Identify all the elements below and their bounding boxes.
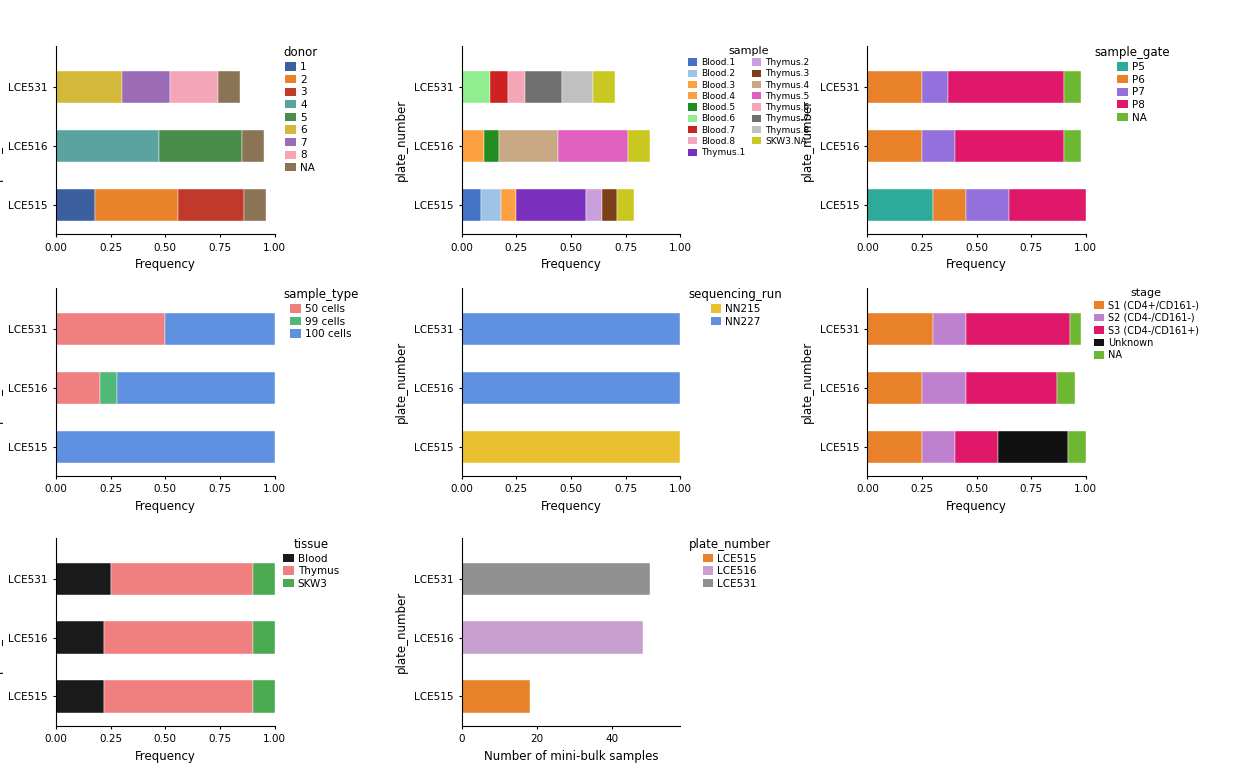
Legend: 1, 2, 3, 4, 5, 6, 7, 8, NA: 1, 2, 3, 4, 5, 6, 7, 8, NA — [278, 42, 322, 177]
Bar — [922, 372, 966, 404]
Bar — [499, 130, 558, 162]
Bar — [1071, 313, 1081, 346]
Bar — [562, 71, 593, 104]
Bar — [1068, 431, 1086, 463]
Bar — [558, 130, 628, 162]
Bar — [56, 563, 111, 595]
Bar — [170, 71, 217, 104]
Bar — [483, 130, 499, 162]
Y-axis label: plate_number: plate_number — [801, 341, 814, 423]
X-axis label: Frequency: Frequency — [946, 500, 1007, 513]
Bar — [56, 431, 275, 463]
Y-axis label: plate_number: plate_number — [0, 341, 2, 423]
Bar — [966, 372, 1057, 404]
X-axis label: Frequency: Frequency — [540, 500, 602, 513]
Legend: LCE515, LCE516, LCE531: LCE515, LCE516, LCE531 — [684, 534, 775, 593]
Bar — [252, 621, 275, 654]
Bar — [500, 189, 517, 221]
Bar — [1010, 189, 1086, 221]
Bar — [178, 189, 243, 221]
Bar — [56, 680, 104, 713]
Bar — [867, 130, 922, 162]
Bar — [56, 621, 104, 654]
Bar — [462, 71, 490, 104]
Bar — [462, 621, 643, 654]
Bar — [602, 189, 617, 221]
Bar — [966, 189, 1010, 221]
Bar — [158, 130, 242, 162]
X-axis label: Frequency: Frequency — [135, 500, 196, 513]
X-axis label: Frequency: Frequency — [540, 258, 602, 271]
Bar — [955, 431, 998, 463]
X-axis label: Frequency: Frequency — [946, 258, 1007, 271]
Bar — [104, 680, 252, 713]
X-axis label: Frequency: Frequency — [135, 258, 196, 271]
Bar — [462, 680, 529, 713]
Bar — [100, 372, 117, 404]
Y-axis label: plate_number: plate_number — [801, 99, 814, 181]
Bar — [56, 71, 121, 104]
Legend: S1 (CD4+/CD161-), S2 (CD4-/CD161-), S3 (CD4-/CD161+), Unknown, NA: S1 (CD4+/CD161-), S2 (CD4-/CD161-), S3 (… — [1090, 284, 1203, 364]
Bar — [56, 372, 100, 404]
Legend: NN215, NN227: NN215, NN227 — [684, 284, 786, 331]
Bar — [462, 189, 482, 221]
Bar — [948, 71, 1063, 104]
Bar — [56, 313, 165, 346]
Bar — [242, 130, 263, 162]
Bar — [932, 189, 966, 221]
Bar — [165, 313, 275, 346]
Bar — [1057, 372, 1075, 404]
Bar — [998, 431, 1068, 463]
Bar — [628, 130, 649, 162]
Legend: P5, P6, P7, P8, NA: P5, P6, P7, P8, NA — [1090, 42, 1174, 127]
Bar — [867, 431, 922, 463]
Bar — [617, 189, 634, 221]
Legend: Blood, Thymus, SKW3: Blood, Thymus, SKW3 — [278, 534, 343, 593]
X-axis label: Frequency: Frequency — [135, 750, 196, 763]
Bar — [1063, 71, 1081, 104]
Bar — [525, 71, 562, 104]
Y-axis label: plate_number: plate_number — [396, 99, 408, 181]
Bar — [922, 130, 955, 162]
Bar — [932, 313, 966, 346]
Legend: Blood.1, Blood.2, Blood.3, Blood.4, Blood.5, Blood.6, Blood.7, Blood.8, Thymus.1: Blood.1, Blood.2, Blood.3, Blood.4, Bloo… — [684, 42, 812, 161]
Bar — [217, 71, 240, 104]
Bar — [490, 71, 508, 104]
Bar — [1063, 130, 1081, 162]
X-axis label: Number of mini-bulk samples: Number of mini-bulk samples — [484, 750, 658, 763]
Bar — [117, 372, 275, 404]
Bar — [867, 372, 922, 404]
Bar — [56, 189, 95, 221]
Bar — [252, 563, 275, 595]
Y-axis label: plate_number: plate_number — [396, 341, 408, 423]
Bar — [966, 313, 1071, 346]
Bar — [95, 189, 178, 221]
Bar — [462, 431, 680, 463]
Bar — [462, 130, 483, 162]
Bar — [587, 189, 602, 221]
Bar — [462, 563, 650, 595]
Bar — [56, 130, 158, 162]
Bar — [593, 71, 614, 104]
Bar — [482, 189, 500, 221]
Y-axis label: plate_number: plate_number — [0, 99, 2, 181]
Bar — [462, 313, 680, 346]
Y-axis label: plate_number: plate_number — [0, 591, 2, 673]
Bar — [462, 372, 680, 404]
Bar — [252, 680, 275, 713]
Y-axis label: plate_number: plate_number — [396, 591, 408, 673]
Bar — [121, 71, 170, 104]
Bar — [922, 71, 948, 104]
Legend: 50 cells, 99 cells, 100 cells: 50 cells, 99 cells, 100 cells — [278, 284, 363, 343]
Bar — [243, 189, 266, 221]
Bar — [955, 130, 1063, 162]
Bar — [104, 621, 252, 654]
Bar — [867, 313, 932, 346]
Bar — [111, 563, 252, 595]
Bar — [508, 71, 525, 104]
Bar — [867, 71, 922, 104]
Bar — [922, 431, 955, 463]
Bar — [867, 189, 932, 221]
Bar — [517, 189, 587, 221]
